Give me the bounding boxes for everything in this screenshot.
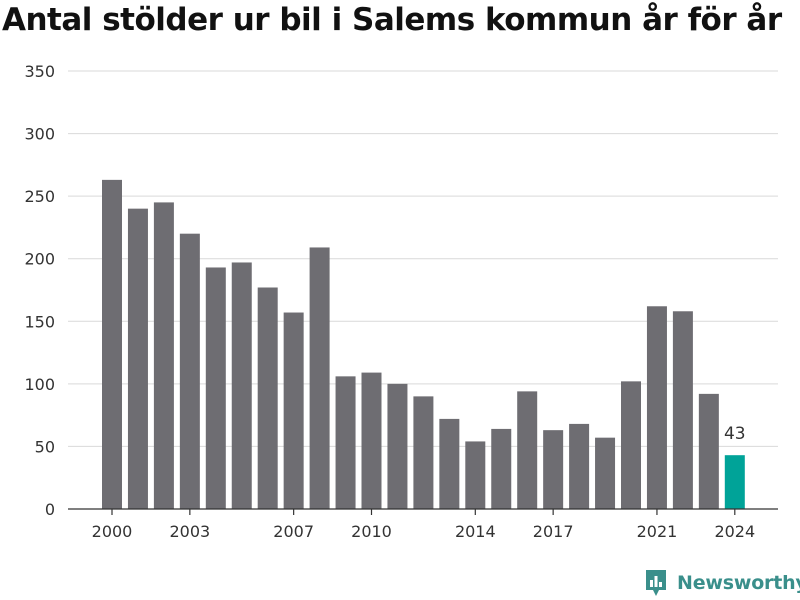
y-tick-label: 350 [24, 62, 55, 81]
x-tick-label: 2021 [637, 522, 678, 541]
bar [621, 381, 641, 509]
bar [179, 233, 200, 509]
newsworthy-logo-icon [646, 570, 666, 596]
bar [127, 208, 148, 509]
bar [672, 311, 693, 509]
bar [335, 376, 356, 509]
bar [698, 393, 719, 509]
x-tick-label: 2007 [273, 522, 314, 541]
bar [205, 267, 226, 509]
bar [465, 441, 486, 509]
bar [646, 306, 667, 509]
bar [439, 418, 460, 509]
bar [309, 247, 330, 510]
bar [543, 430, 564, 509]
x-tick-label: 2014 [455, 522, 496, 541]
bar [153, 202, 174, 509]
bar [231, 262, 252, 509]
newsworthy-logo: Newsworthy [644, 568, 800, 598]
y-tick-label: 250 [24, 187, 55, 206]
bar [724, 455, 745, 509]
x-tick-label: 2000 [92, 522, 133, 541]
y-tick-label: 0 [45, 500, 55, 519]
x-tick-label: 2010 [351, 522, 392, 541]
bar [491, 428, 512, 509]
bar [569, 423, 590, 509]
bar [361, 372, 382, 509]
y-tick-label: 100 [24, 375, 55, 394]
bar [387, 383, 408, 509]
y-tick-label: 300 [24, 125, 55, 144]
bar [102, 179, 122, 510]
y-tick-label: 200 [24, 250, 55, 269]
y-tick-label: 150 [24, 312, 55, 331]
data-label: 43 [724, 424, 746, 444]
bar [257, 287, 278, 509]
chart-title: Antal stölder ur bil i Salems kommun år … [2, 2, 782, 38]
y-tick-label: 50 [35, 437, 55, 456]
x-tick-label: 2017 [533, 522, 574, 541]
x-tick-label: 2003 [169, 522, 210, 541]
x-tick-label: 2024 [714, 522, 755, 541]
bar [283, 312, 304, 509]
bar [413, 396, 434, 509]
bar [595, 437, 616, 509]
newsworthy-logo-text: Newsworthy [677, 572, 800, 594]
bar [517, 391, 538, 509]
